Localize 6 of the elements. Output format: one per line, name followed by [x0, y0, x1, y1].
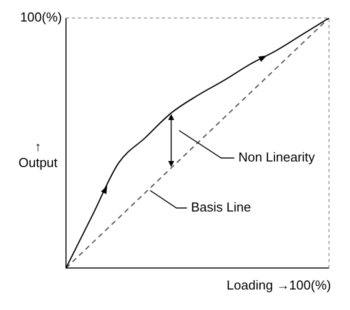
- annotation: Basis Line: [190, 200, 251, 215]
- annotation: Non Linearity: [238, 150, 316, 165]
- x-axis-title: Loading →: [226, 278, 290, 293]
- text: 100(%): [289, 278, 331, 293]
- y-axis-title: ↑ Output: [18, 139, 58, 170]
- text: 100(%): [20, 10, 62, 25]
